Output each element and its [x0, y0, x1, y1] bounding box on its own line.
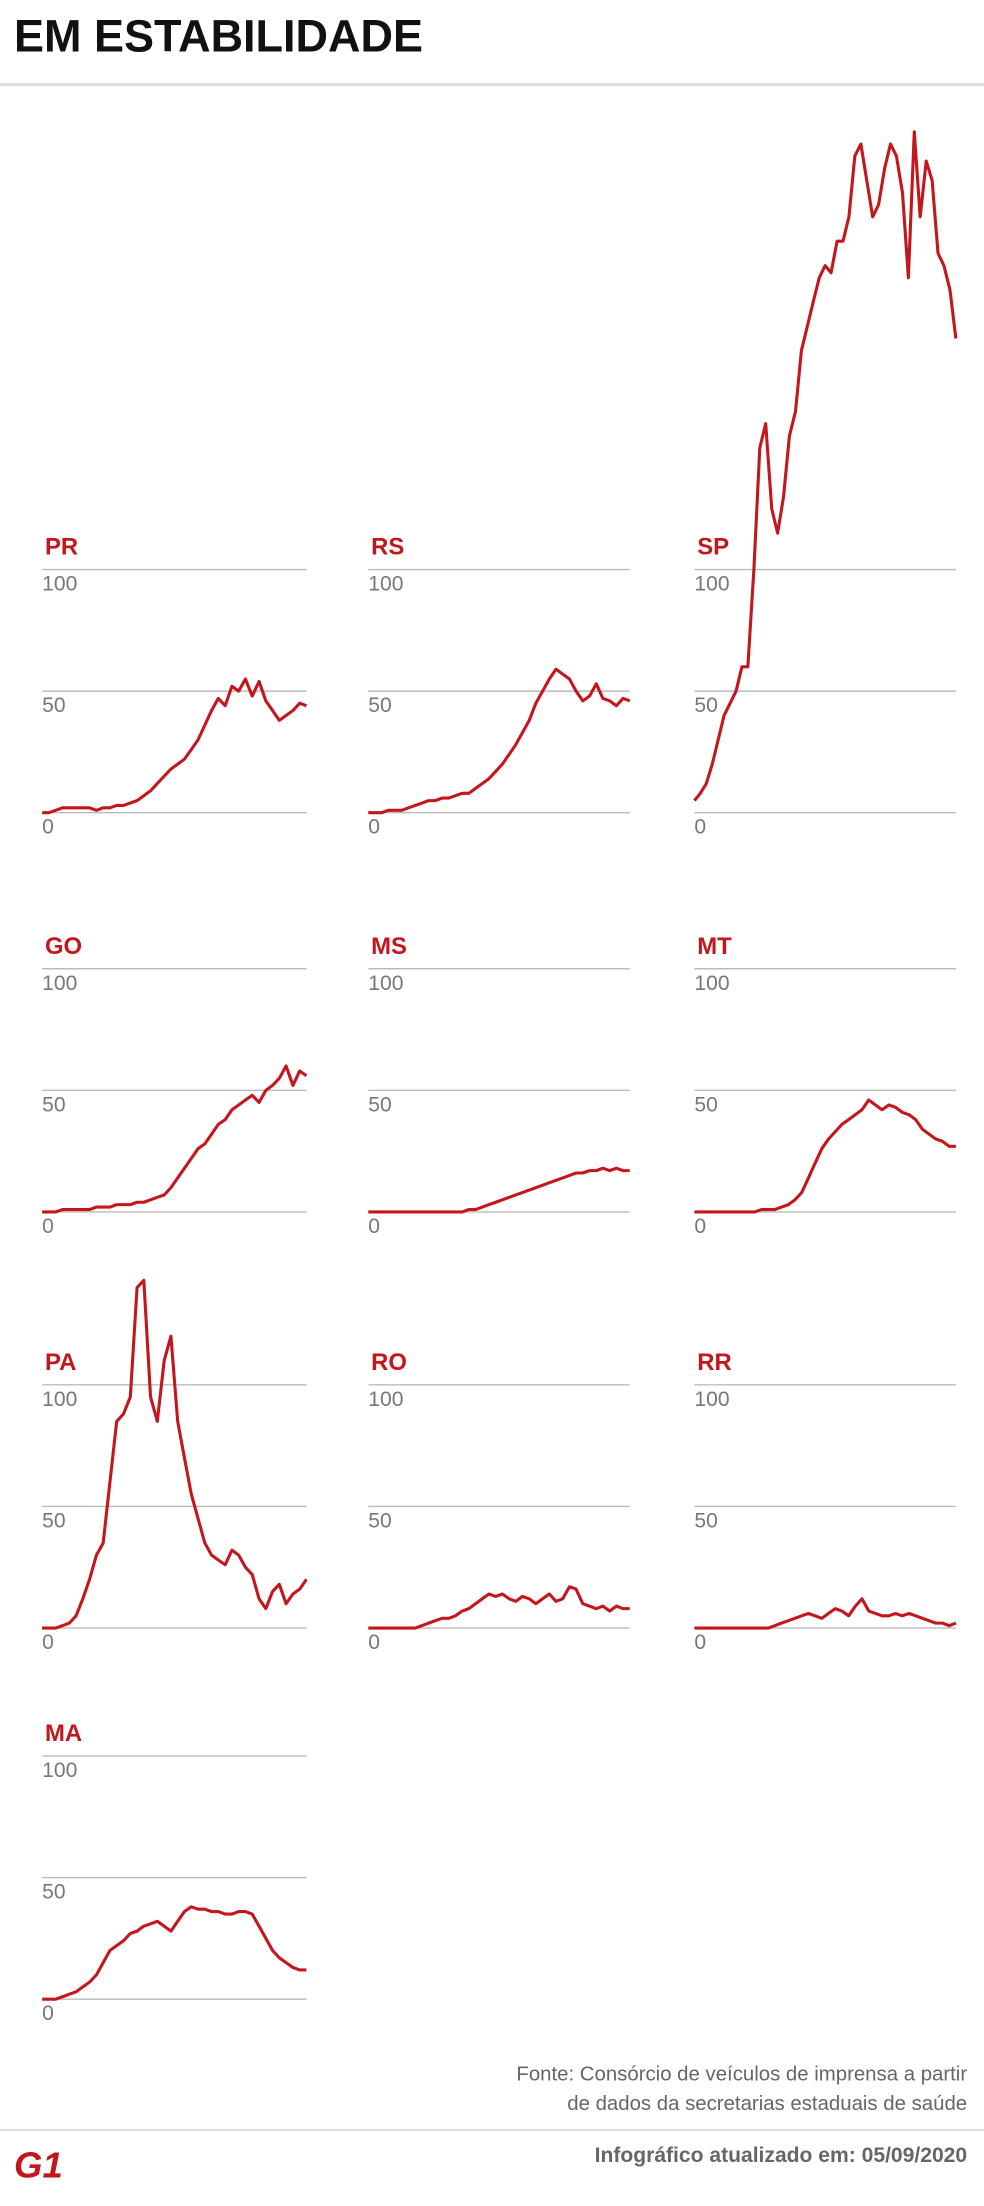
y-tick-label: 0 [368, 816, 380, 839]
y-tick-label: 50 [42, 1509, 65, 1532]
y-tick-label: 100 [694, 573, 729, 596]
line [42, 677, 307, 815]
line [368, 1166, 630, 1214]
y-tick-label: 50 [694, 1509, 717, 1532]
y-tick-label: 0 [694, 1215, 706, 1238]
line [42, 1278, 308, 1630]
panel-title: MA [45, 1720, 82, 1747]
y-tick-label: 100 [42, 573, 77, 596]
y-tick-label: 100 [694, 972, 729, 995]
updated-note: Infográfico atualizado em: 05/09/2020 [595, 2144, 968, 2167]
y-tick-label: 100 [368, 972, 403, 995]
y-tick-label: 50 [368, 1509, 391, 1532]
panel-title: RS [371, 534, 404, 561]
y-tick-label: 50 [368, 694, 391, 717]
panel-title: PA [45, 1349, 76, 1376]
line [368, 1585, 630, 1630]
y-tick-label: 100 [42, 1759, 77, 1782]
y-tick-label: 0 [368, 1631, 380, 1654]
line [694, 1597, 957, 1630]
y-tick-label: 0 [42, 1215, 54, 1238]
panel-title: MT [697, 933, 732, 960]
y-tick-label: 100 [42, 972, 77, 995]
line [693, 130, 958, 802]
line [694, 1098, 956, 1214]
y-tick-label: 100 [368, 573, 403, 596]
line [42, 1064, 308, 1214]
y-tick-label: 100 [42, 1388, 77, 1411]
panel-title: MS [371, 933, 407, 960]
y-tick-label: 0 [694, 816, 706, 839]
source-line: de dados da secretarias estaduais de saú… [567, 2093, 967, 2115]
y-tick-label: 0 [42, 1631, 54, 1654]
y-tick-label: 0 [42, 816, 54, 839]
panel-title: PR [45, 534, 78, 561]
y-tick-label: 50 [694, 1093, 717, 1116]
logo: G1 [14, 2144, 63, 2185]
y-tick-label: 0 [368, 1215, 380, 1238]
page-title: EM ESTABILIDADE [14, 10, 423, 61]
y-tick-label: 50 [42, 1093, 65, 1116]
source-line: Fonte: Consórcio de veículos de imprensa… [516, 2063, 967, 2085]
line [368, 667, 631, 815]
panel-title: RO [371, 1349, 407, 1376]
y-tick-label: 100 [368, 1388, 403, 1411]
y-tick-label: 50 [42, 694, 65, 717]
line [42, 1905, 307, 2001]
panel-title: RR [697, 1349, 731, 1376]
y-tick-label: 0 [694, 1631, 706, 1654]
y-tick-label: 50 [694, 694, 717, 717]
y-tick-label: 50 [42, 1881, 65, 1904]
y-tick-label: 0 [42, 2002, 54, 2025]
panel-title: GO [45, 933, 82, 960]
y-tick-label: 50 [368, 1093, 391, 1116]
panel-title: SP [697, 534, 729, 561]
y-tick-label: 100 [694, 1388, 729, 1411]
